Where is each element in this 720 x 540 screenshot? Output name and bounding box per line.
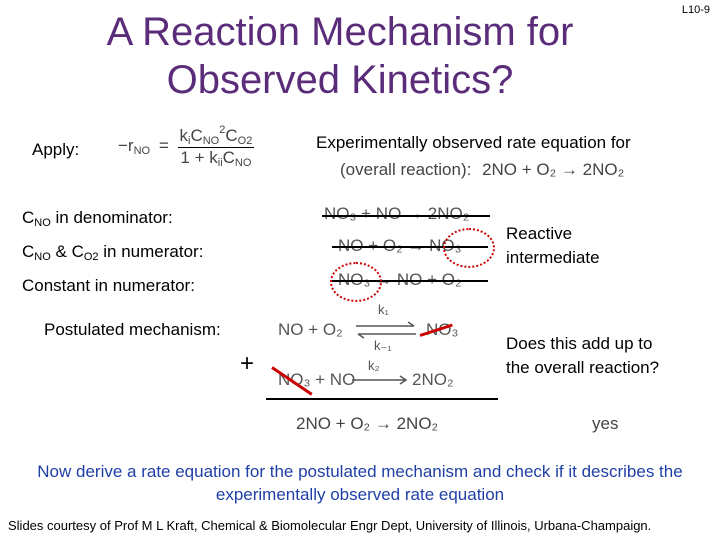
num-c2-sub: O2 (237, 135, 253, 147)
rate-equals: = (158, 135, 169, 155)
experimental-rate-label: Experimentally observed rate equation fo… (316, 133, 631, 152)
label-cb-sub: O2 (83, 251, 99, 263)
strike-1 (322, 215, 490, 217)
mechanism-step-1-left: NO + O₂ (278, 320, 343, 339)
rate-constant-k1: k₁ (378, 302, 389, 317)
num-c1: C (190, 126, 203, 145)
label-ca-sub: NO (34, 251, 51, 263)
question-line1: Does this add up to (506, 334, 653, 353)
strike-3 (332, 280, 488, 282)
apply-label: Apply: (32, 140, 80, 159)
candidate-reaction-2: NO + O₂ → NO₃ (338, 236, 462, 256)
title-line-1: A Reaction Mechanism for (106, 10, 574, 54)
label-rest2: in numerator: (98, 242, 204, 261)
rate-constant-k2: k₂ (368, 358, 380, 373)
overall-reaction-line: (overall reaction): 2NO + O₂ → 2NO₂ (340, 160, 624, 180)
answer-yes: yes (592, 414, 619, 433)
rate-denominator: 1 + kiiCNO (177, 147, 255, 169)
rate-fraction: kiCNO2CO2 1 + kiiCNO (177, 124, 255, 169)
candidate-reaction-1: NO₃ + NO → 2NO₂ (324, 204, 470, 223)
label-constant-numerator: Constant in numerator: (22, 276, 195, 295)
slide-title: A Reaction Mechanism for Observed Kineti… (60, 8, 620, 104)
label-c-sub: NO (34, 217, 51, 229)
label-numerator-concentrations: CNO & CO2 in numerator: (22, 242, 203, 263)
rate-numerator: kiCNO2CO2 (178, 124, 255, 147)
num-c1-sup: 2 (219, 124, 226, 136)
reactive-label-line2: intermediate (506, 248, 600, 267)
label-mid: & C (50, 242, 84, 261)
sum-line (266, 398, 498, 400)
num-k: k (179, 126, 189, 145)
den-c: C (222, 148, 235, 167)
strike-2 (332, 246, 488, 248)
num-c2: C (225, 126, 238, 145)
rate-lhs: −r (118, 135, 134, 155)
intermediate-circle-1 (443, 228, 495, 268)
reactive-intermediate-label: Reactive intermediate (506, 222, 600, 270)
mechanism-sum: 2NO + O₂ → 2NO₂ (296, 414, 439, 433)
slide-credit: Slides courtesy of Prof M L Kraft, Chemi… (8, 518, 652, 533)
label-ca: C (22, 242, 35, 261)
forward-arrow (350, 372, 410, 388)
equilibrium-arrows (354, 318, 418, 342)
reactive-label-line1: Reactive (506, 224, 573, 243)
label-c: C (22, 208, 35, 227)
den-c-sub: NO (234, 157, 252, 169)
question-line2: the overall reaction? (506, 358, 660, 377)
den-1: 1 + k (180, 148, 218, 167)
label-rest: in denominator: (50, 208, 173, 227)
rate-lhs-sub: NO (133, 144, 151, 157)
label-cno-denominator: CNO in denominator: (22, 208, 173, 229)
add-up-question: Does this add up to the overall reaction… (506, 332, 659, 380)
equilibrium-arrow-icon (356, 321, 416, 339)
arrow-right-icon (352, 375, 408, 385)
plus-sign: + (240, 350, 255, 377)
rate-constant-k-minus1: k₋₁ (374, 338, 392, 353)
num-k-sub: i (188, 135, 191, 147)
den-k-sub: ii (217, 157, 223, 169)
num-c1-sub: NO (202, 135, 220, 147)
slide-number: L10-9 (681, 4, 710, 16)
mechanism-step-2-right: 2NO₂ (412, 370, 454, 389)
postulated-mechanism-label: Postulated mechanism: (44, 320, 221, 339)
derive-instruction: Now derive a rate equation for the postu… (37, 462, 683, 504)
overall-reaction-prefix: (overall reaction): (340, 160, 472, 179)
rate-equation: −rNO = kiCNO2CO2 1 + kiiCNO (118, 124, 255, 169)
intermediate-circle-2 (330, 262, 382, 302)
title-line-2: Observed Kinetics? (166, 58, 514, 102)
overall-reaction: 2NO + O₂ → 2NO₂ (482, 160, 625, 179)
